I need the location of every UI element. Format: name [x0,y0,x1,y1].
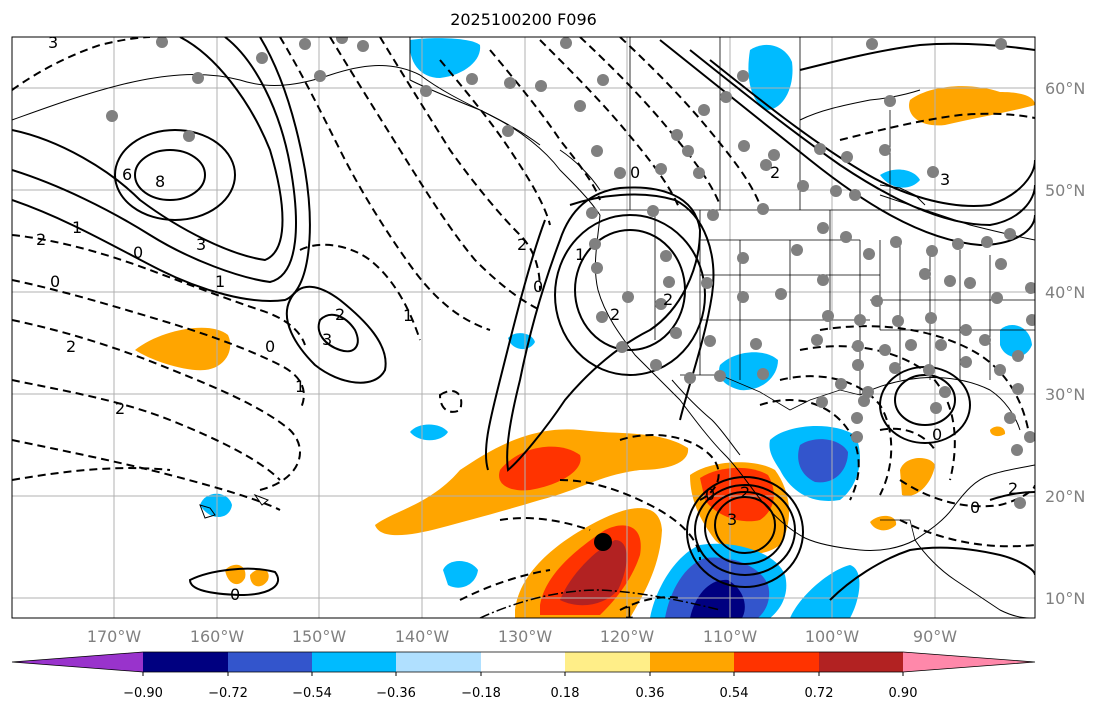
warm-anomaly-canada [909,86,1035,126]
contour-label: 3 [940,170,950,189]
cold-anomaly-small-1 [410,424,448,441]
contour-label: 2 [1008,479,1018,498]
lat-label: 20°N [1045,487,1085,506]
contour-label: 1 [403,306,413,325]
colorbar-segment [312,652,396,672]
colorbar-segment [650,652,734,672]
contour-label: 0 [932,425,942,444]
contour-label: 6 [122,165,132,184]
lon-label: 160°W [190,627,245,646]
cold-anomaly-small-4 [200,493,232,518]
lon-label: 120°W [600,627,655,646]
cold-anomaly-canada-north [748,44,793,110]
contour-label: 2 [517,235,527,254]
warm-anomaly-core-c [560,540,627,606]
colorbar-segment [143,652,228,672]
colorbar-segment [734,652,819,672]
colorbar-segment [819,652,903,672]
colorbar-tick-label: −0.72 [208,686,248,701]
contour-label: 2 [770,163,780,182]
contour-label: 2 [740,483,750,502]
cold-anomaly-small-2 [443,561,478,588]
map-background [12,37,1035,618]
contour-label: 2 [66,337,76,356]
latitude-labels: 60°N 50°N 40°N 30°N 20°N 10°N [1045,79,1085,608]
colorbar-segment [396,652,481,672]
contour-label: 1 [295,377,305,396]
lon-label: 90°W [913,627,957,646]
contour-label: 0 [265,337,275,356]
cold-anomaly-east-pacific-deep [690,579,745,618]
contour-label: 0 [705,485,715,504]
lon-label: 130°W [498,627,553,646]
contour-label: 2 [610,305,620,324]
colorbar-extend-high [903,652,1035,672]
contour-label: 1 [575,245,585,264]
contour-label: 8 [155,172,165,191]
colorbar-tick-label: 0.36 [636,686,665,701]
colorbar-segment [228,652,312,672]
contours-solid [12,37,1035,601]
lon-label: 110°W [703,627,758,646]
contour-label: 3 [322,330,332,349]
lon-label: 100°W [805,627,860,646]
contour-label: 0 [50,272,60,291]
contour-label: 0 [630,163,640,182]
contour-label: 1 [624,603,634,622]
contour-label: 0 [970,498,980,517]
colorbar-tick-labels: −0.90 −0.72 −0.54 −0.36 −0.18 0.18 0.36 … [123,686,917,701]
lon-label: 170°W [87,627,142,646]
cold-anomaly-central-america [790,565,860,618]
lat-label: 10°N [1045,589,1085,608]
storm-center-marker [594,533,612,551]
lat-label: 40°N [1045,283,1085,302]
contour-label: 0 [133,243,143,262]
lon-label: 140°W [395,627,450,646]
contour-label: 2 [115,399,125,418]
longitude-labels: 170°W 160°W 150°W 140°W 130°W 120°W 110°… [87,627,957,646]
contour-label: 2 [335,305,345,324]
contour-labels: 8 6 3 1 0 2 1 0 2 2 1 0 1 2 3 0 2 1 0 2 … [36,33,1018,622]
map-frame [11,36,1036,619]
contour-label: 3 [727,510,737,529]
lat-label: 30°N [1045,385,1085,404]
colorbar [11,651,1036,676]
contour-label: 2 [663,290,673,309]
colorbar-tick-label: 0.54 [720,686,749,701]
station-markers [106,37,1035,509]
colorbar-extend-low [12,652,143,672]
colorbar-tick-label: 0.90 [889,686,918,701]
colorbar-tick-label: 0.72 [805,686,834,701]
colorbar-tick-label: 0.18 [551,686,580,701]
warm-anomaly-gulf [900,458,935,496]
warm-anomaly-pacific-west [135,327,231,371]
contour-label: 0 [230,585,240,604]
map-title: 2025100200 F096 [450,10,597,29]
colorbar-tick-label: −0.54 [292,686,332,701]
lat-label: 60°N [1045,79,1085,98]
colorbar-tick-label: −0.90 [123,686,163,701]
contour-label: 1 [72,218,82,237]
contours-dashed [12,37,1035,611]
cold-anomaly-texas-core [798,439,848,483]
contour-label: 0 [533,277,543,296]
colorbar-tick-label: −0.36 [376,686,416,701]
colorbar-segment [481,652,565,672]
colorbar-tick-label: −0.18 [461,686,501,701]
colorbar-segment [565,652,650,672]
contours-dashdot [479,589,721,618]
lon-label: 150°W [292,627,347,646]
contour-label: 3 [48,33,58,52]
contour-label: 1 [215,272,225,291]
cold-anomaly-small-5 [1000,325,1032,358]
contour-label: 2 [36,230,46,249]
contour-label: 3 [196,235,206,254]
lat-label: 50°N [1045,181,1085,200]
cold-anomaly-alaska [409,38,481,78]
